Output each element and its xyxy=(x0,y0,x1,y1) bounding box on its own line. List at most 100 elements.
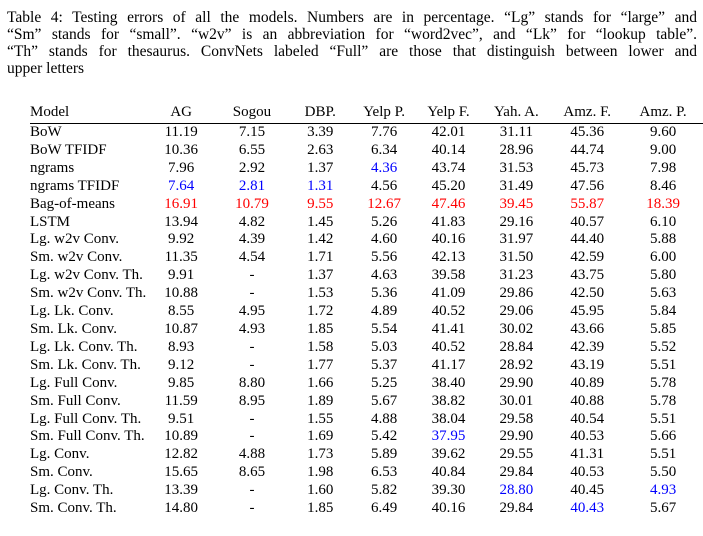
paper-page: Table 4: Testing errors of all the model… xyxy=(7,9,703,518)
table-cell: 5.25 xyxy=(371,374,398,391)
table-cell: 40.16 xyxy=(431,500,466,517)
table-cell: 4.82 xyxy=(238,213,266,230)
table-cell: 8.46 xyxy=(649,177,677,194)
table-cell: 39.58 xyxy=(431,267,466,284)
model-name: Lg. Conv. xyxy=(30,446,90,463)
table-row: Sm. Conv. Th. 14.80 - 1.85 6.49 40.16 29.84 40.… xyxy=(30,500,703,518)
table-cell: 1.66 xyxy=(307,374,334,391)
table-cell: 6.53 xyxy=(371,464,398,481)
results-table: Model AG Sogou DBP. Yelp P. Yelp F. Yah. A. Amz… xyxy=(30,103,703,518)
table-cell: 1.55 xyxy=(307,410,334,427)
table-cell: 39.62 xyxy=(431,446,466,463)
table-cell: 43.66 xyxy=(570,320,605,337)
table-cell: 40.53 xyxy=(570,464,605,481)
table-cell: 38.82 xyxy=(431,392,466,409)
table-cell: 2.81 xyxy=(238,177,266,194)
table-row: Lg. Lk. Conv. Th. 8.93 - 1.58 5.03 40.52 28.84… xyxy=(30,339,703,357)
table-cell: 28.80 xyxy=(499,482,534,499)
table-cell: 5.03 xyxy=(371,338,398,355)
table-cell: 5.51 xyxy=(649,446,677,463)
column-header: AG xyxy=(146,103,217,124)
table-cell: 9.92 xyxy=(168,231,195,248)
table-cell: 30.02 xyxy=(499,320,534,337)
model-name: Lg. Full Conv. xyxy=(30,374,118,391)
model-name: Lg. w2v Conv. Th. xyxy=(30,267,143,284)
table-cell: 42.39 xyxy=(570,338,605,355)
caption-line: “Sm” stands for “small”. “w2v” is an abb… xyxy=(7,26,697,43)
column-header: Model xyxy=(30,103,147,124)
table-cell: 5.84 xyxy=(649,303,677,320)
table-head: Model AG Sogou DBP. Yelp P. Yelp F. Yah. A. Amz… xyxy=(30,103,703,124)
table-cell: 31.53 xyxy=(499,159,534,176)
table-cell: 5.80 xyxy=(649,267,677,284)
table-cell: 6.00 xyxy=(649,249,677,266)
table-cell: 4.93 xyxy=(649,482,677,499)
table-cell: 5.54 xyxy=(371,320,398,337)
table-cell: 37.95 xyxy=(431,428,466,445)
table-cell: 9.12 xyxy=(168,356,195,373)
table-cell: 3.39 xyxy=(307,124,334,140)
table-row: Lg. Lk. Conv. 8.55 4.95 1.72 4.89 40.52 29.06 4… xyxy=(30,303,703,321)
table-cell: 4.93 xyxy=(238,320,266,337)
table-cell: 9.00 xyxy=(649,141,677,158)
table-cell: 8.55 xyxy=(168,303,195,320)
table-cell: 5.82 xyxy=(371,482,398,499)
table-cell: - xyxy=(249,410,255,427)
model-name: ngrams TFIDF xyxy=(30,177,120,194)
column-header: Sogou xyxy=(216,103,288,124)
table-cell: 5.85 xyxy=(649,320,677,337)
table-cell: 47.46 xyxy=(431,195,466,212)
caption-line: upper letters xyxy=(7,60,85,77)
table-cell: 29.55 xyxy=(499,446,534,463)
table-cell: 9.60 xyxy=(649,124,677,140)
table-cell: 41.17 xyxy=(431,356,466,373)
model-name: Lg. w2v Conv. xyxy=(30,231,120,248)
table-cell: 29.16 xyxy=(499,213,534,230)
table-cell: 8.93 xyxy=(168,338,195,355)
table-cell: 42.50 xyxy=(570,285,605,302)
table-cell: 1.72 xyxy=(307,303,334,320)
table-cell: 28.96 xyxy=(499,141,534,158)
table-cell: 15.65 xyxy=(164,464,199,481)
table-cell: - xyxy=(249,482,255,499)
model-name: Sm. Conv. Th. xyxy=(30,500,117,517)
table-cell: 4.39 xyxy=(238,231,266,248)
model-name: Sm. Conv. xyxy=(30,464,93,481)
table-cell: 31.97 xyxy=(499,231,534,248)
caption-line: “Th” stands for thesaurus. ConvNets labe… xyxy=(7,43,697,60)
table-cell: 1.85 xyxy=(307,500,334,517)
table-cell: 5.66 xyxy=(649,428,677,445)
model-name: Sm. w2v Conv. xyxy=(30,249,123,266)
table-row: Sm. Conv. 15.65 8.65 1.98 6.53 40.84 29.84 40.5… xyxy=(30,464,703,482)
model-name: Lg. Full Conv. Th. xyxy=(30,410,142,427)
table-cell: 42.01 xyxy=(431,124,466,140)
table-cell: 31.23 xyxy=(499,267,534,284)
table-cell: 1.60 xyxy=(307,482,334,499)
model-name: Lg. Lk. Conv. Th. xyxy=(30,338,138,355)
table-cell: 4.89 xyxy=(371,303,398,320)
table-cell: 39.30 xyxy=(431,482,466,499)
model-name: BoW TFIDF xyxy=(30,141,107,158)
table-cell: 5.37 xyxy=(371,356,398,373)
table-cell: 40.52 xyxy=(431,338,466,355)
table-cell: 40.54 xyxy=(570,410,605,427)
table-cell: 30.01 xyxy=(499,392,534,409)
table-cell: 29.06 xyxy=(499,303,534,320)
table-cell: 8.80 xyxy=(238,374,266,391)
table-cell: 11.59 xyxy=(164,392,198,409)
table-cell: 38.04 xyxy=(431,410,466,427)
table-cell: 7.64 xyxy=(168,177,195,194)
table-cell: 6.10 xyxy=(649,213,677,230)
table-cell: 8.65 xyxy=(238,464,266,481)
table-cell: 29.84 xyxy=(499,500,534,517)
table-row: LSTM 13.94 4.82 1.45 5.26 41.83 29.16 40.57 6.10 xyxy=(30,214,703,232)
table-cell: 5.78 xyxy=(649,374,677,391)
table-cell: 29.84 xyxy=(499,464,534,481)
table-header-row: Model AG Sogou DBP. Yelp P. Yelp F. Yah. A. Amz… xyxy=(30,103,703,124)
table-cell: - xyxy=(249,428,255,445)
table-cell: 9.51 xyxy=(168,410,195,427)
table-cell: 9.91 xyxy=(168,267,195,284)
table-cell: 45.20 xyxy=(431,177,466,194)
table-row: Lg. w2v Conv. Th. 9.91 - 1.37 4.63 39.58 31.23… xyxy=(30,267,703,285)
table-cell: 7.98 xyxy=(649,159,677,176)
